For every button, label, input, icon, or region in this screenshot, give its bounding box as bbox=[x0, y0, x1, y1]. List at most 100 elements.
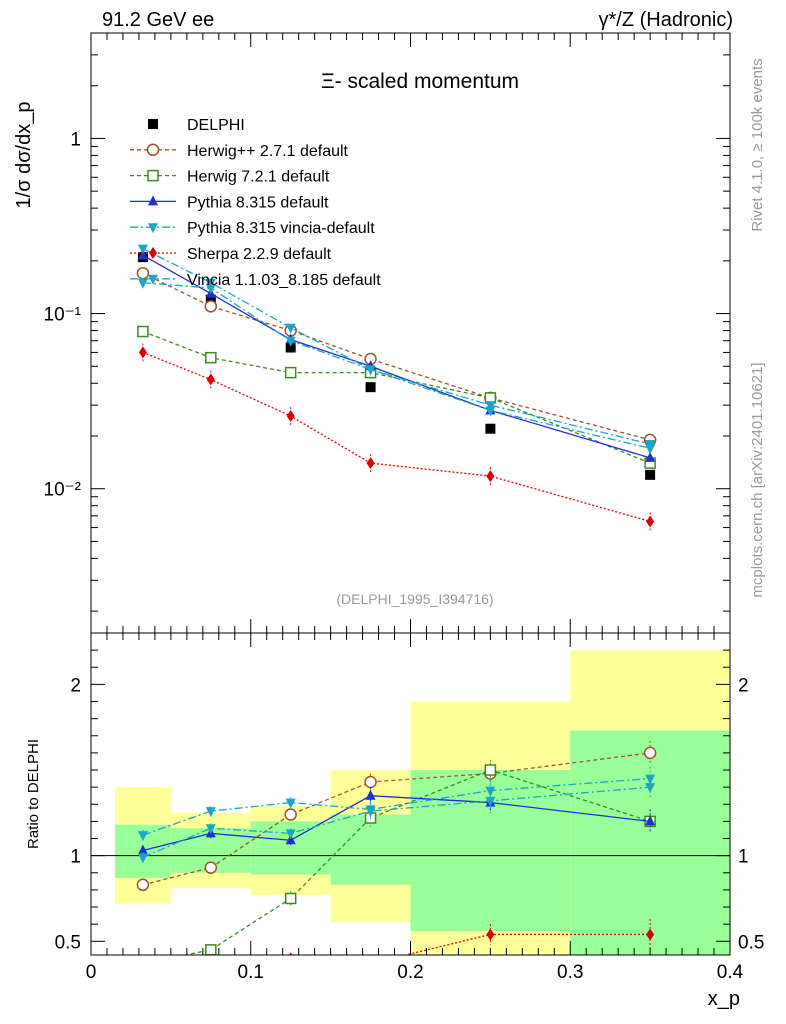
x-tick-label: 0.1 bbox=[238, 962, 264, 983]
marker-triangle-down bbox=[285, 798, 296, 809]
ratio-tick-label: 0.5 bbox=[55, 932, 81, 953]
y-tick-label: 1 bbox=[70, 129, 81, 150]
ratio-tick-label: 2 bbox=[738, 675, 749, 696]
ratio-line bbox=[182, 769, 651, 955]
ratio-series-layer bbox=[136, 740, 657, 983]
ratio-panel-frame bbox=[90, 632, 731, 956]
marker-square-open bbox=[205, 944, 217, 955]
tick-layer: 0 0.1 0.2 0.3 0.4 1 10⁻¹ 10⁻² 0.5 0.5 1 1 2 2 bbox=[44, 32, 764, 983]
marker-triangle-down bbox=[365, 807, 376, 818]
legend: DELPHI Herwig++ 2.7.1 default Herwig 7.2.1… bbox=[130, 117, 381, 289]
marker-triangle-up bbox=[645, 815, 656, 826]
marker-triangle-down bbox=[205, 278, 216, 289]
marker-diamond bbox=[646, 928, 655, 941]
series-line bbox=[142, 282, 651, 449]
marker-triangle-down bbox=[137, 244, 148, 255]
marker-square bbox=[645, 469, 656, 480]
marker-circle-open bbox=[136, 266, 150, 280]
legend-label: DELPHI bbox=[187, 117, 245, 134]
legend-label: Vincia 1.1.03_8.185 default bbox=[187, 272, 381, 289]
marker-circle-open bbox=[643, 746, 657, 760]
marker-diamond bbox=[366, 457, 375, 470]
marker-square bbox=[485, 423, 496, 434]
process-label: γ*/Z (Hadronic) bbox=[599, 9, 733, 31]
marker-circle-open bbox=[284, 808, 297, 821]
series-line bbox=[142, 254, 651, 459]
marker-square-open bbox=[205, 351, 217, 364]
marker-diamond bbox=[367, 958, 375, 970]
marker-triangle-down bbox=[285, 336, 296, 347]
x-tick-label: 0.3 bbox=[557, 962, 583, 983]
y-axis-label: 1/σ dσ/dx_p bbox=[13, 102, 35, 209]
legend-label: Herwig 7.2.1 default bbox=[187, 169, 330, 186]
marker-triangle-down bbox=[205, 824, 216, 835]
energy-label: 91.2 GeV ee bbox=[102, 9, 214, 31]
marker-diamond bbox=[138, 346, 147, 359]
marker-triangle-down bbox=[645, 783, 656, 794]
marker-diamond bbox=[206, 373, 215, 386]
legend-label: Sherpa 2.2.9 default bbox=[187, 246, 332, 263]
marker-triangle-down bbox=[365, 365, 376, 376]
marker-diamond bbox=[646, 515, 655, 528]
marker-square bbox=[365, 382, 376, 393]
marker-triangle-down bbox=[137, 278, 148, 289]
marker-circle-open bbox=[146, 143, 160, 157]
marker-diamond bbox=[486, 470, 495, 483]
series-6 bbox=[137, 278, 656, 455]
marker-square bbox=[285, 342, 296, 353]
marker-triangle-down bbox=[285, 323, 296, 334]
marker-square bbox=[148, 119, 158, 129]
analysis-id: (DELPHI_1995_I394716) bbox=[336, 591, 493, 607]
marker-triangle-down bbox=[485, 796, 496, 807]
marker-triangle-up bbox=[148, 195, 158, 206]
ratio-line bbox=[142, 777, 651, 836]
main-series-layer bbox=[136, 244, 657, 531]
ratio-tick-label: 2 bbox=[70, 675, 81, 696]
marker-triangle-down bbox=[148, 274, 158, 285]
marker-diamond bbox=[149, 247, 157, 259]
marker-triangle-down bbox=[137, 831, 148, 842]
ratio-series-6 bbox=[137, 775, 656, 864]
side-label-rivet: Rivet 4.1.0, ≥ 100k events bbox=[749, 58, 766, 231]
marker-square-open bbox=[284, 366, 297, 379]
marker-diamond bbox=[286, 410, 295, 423]
legend-label: Pythia 8.315 vincia-default bbox=[187, 220, 375, 237]
ratio-line bbox=[142, 795, 651, 852]
ratio-band-green bbox=[330, 814, 411, 885]
legend-entry: Pythia 8.315 vincia-default bbox=[130, 220, 375, 237]
ratio-axis-label: Ratio to DELPHI bbox=[25, 739, 42, 849]
marker-square-open bbox=[147, 169, 159, 182]
ratio-series-5 bbox=[139, 919, 655, 983]
marker-diamond bbox=[139, 971, 147, 983]
marker-square bbox=[205, 294, 216, 305]
marker-triangle-down bbox=[205, 807, 216, 818]
series-line bbox=[142, 351, 651, 523]
marker-square-open bbox=[284, 892, 297, 905]
marker-triangle-down bbox=[148, 223, 158, 234]
ratio-tick-label: 0.5 bbox=[738, 932, 764, 953]
ratio-band-green bbox=[570, 730, 730, 955]
marker-triangle-down bbox=[485, 406, 496, 417]
marker-diamond bbox=[207, 961, 215, 973]
ratio-tick-label: 1 bbox=[738, 847, 749, 868]
legend-entry: Sherpa 2.2.9 default bbox=[130, 246, 332, 263]
legend-entry: Pythia 8.315 default bbox=[130, 194, 329, 211]
ratio-tick-label: 1 bbox=[70, 847, 81, 868]
marker-triangle-up bbox=[365, 789, 376, 800]
series-2 bbox=[137, 325, 656, 469]
marker-circle-open bbox=[204, 300, 218, 313]
marker-circle-open bbox=[364, 775, 377, 789]
series-line bbox=[142, 248, 651, 445]
marker-triangle-down bbox=[285, 829, 296, 840]
legend-entry: Vincia 1.1.03_8.185 default bbox=[130, 272, 381, 289]
marker-circle-open bbox=[136, 878, 150, 892]
marker-triangle-up bbox=[137, 844, 148, 855]
x-axis-label: x_p bbox=[708, 988, 740, 1010]
marker-square-open bbox=[484, 764, 497, 776]
y-tick-label: 10⁻¹ bbox=[44, 305, 82, 326]
y-tick-label: 10⁻² bbox=[44, 480, 82, 501]
marker-diamond bbox=[486, 928, 495, 941]
marker-triangle-down bbox=[645, 444, 656, 455]
ratio-line bbox=[142, 752, 651, 886]
